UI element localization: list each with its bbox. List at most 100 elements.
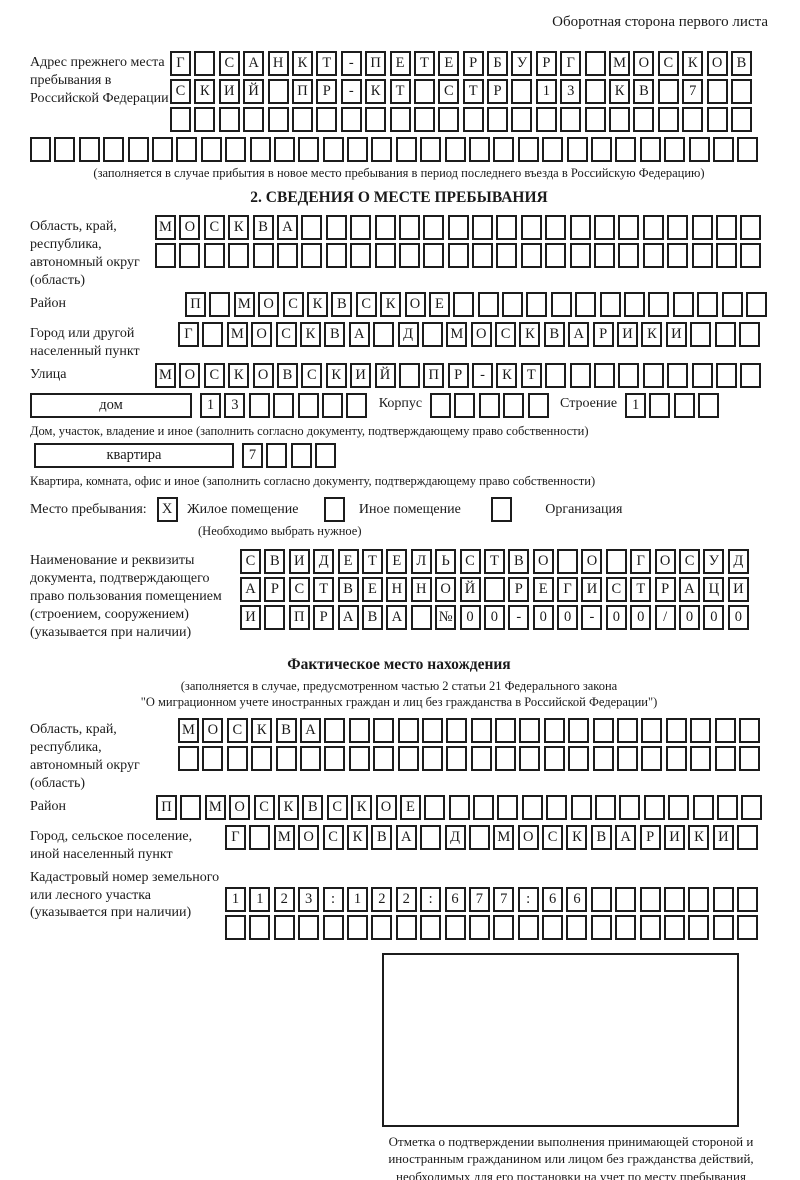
char-box[interactable] — [584, 79, 606, 104]
char-box[interactable]: Н — [267, 51, 289, 76]
char-box[interactable] — [527, 392, 549, 418]
char-box[interactable] — [275, 746, 297, 772]
char-box[interactable] — [691, 243, 713, 269]
char-box[interactable] — [251, 746, 273, 772]
char-box[interactable] — [618, 362, 640, 388]
char-box[interactable] — [421, 746, 443, 772]
char-box[interactable]: О — [517, 824, 539, 850]
char-box[interactable] — [497, 794, 519, 820]
char-box[interactable] — [273, 914, 295, 940]
char-box[interactable] — [298, 914, 320, 940]
char-box[interactable] — [641, 718, 663, 744]
char-box[interactable]: Е — [399, 794, 421, 820]
char-box[interactable] — [712, 914, 734, 940]
char-box[interactable]: Д — [397, 321, 419, 347]
char-box[interactable] — [535, 107, 557, 132]
char-box[interactable] — [420, 137, 442, 162]
char-box[interactable]: 1 — [249, 886, 271, 912]
char-box[interactable] — [569, 362, 591, 388]
char-box[interactable]: О — [179, 215, 201, 241]
char-box[interactable]: Т — [313, 577, 335, 603]
char-box[interactable] — [737, 824, 759, 850]
char-box[interactable]: И — [665, 321, 687, 347]
char-box[interactable] — [688, 137, 710, 162]
char-box[interactable] — [642, 215, 664, 241]
char-box[interactable] — [740, 362, 762, 388]
char-box[interactable]: И — [288, 549, 310, 575]
char-box[interactable] — [619, 794, 641, 820]
char-box[interactable]: И — [727, 577, 749, 603]
char-box[interactable]: М — [493, 824, 515, 850]
char-box[interactable]: К — [251, 718, 273, 744]
char-box[interactable] — [397, 746, 419, 772]
char-box[interactable]: Д — [313, 549, 335, 575]
char-box[interactable] — [373, 746, 395, 772]
house-type-box[interactable]: дом — [30, 392, 192, 418]
char-box[interactable]: П — [365, 51, 387, 76]
char-box[interactable] — [324, 718, 346, 744]
char-box[interactable]: О — [298, 824, 320, 850]
char-box[interactable] — [594, 215, 616, 241]
char-box[interactable]: 6 — [566, 886, 588, 912]
char-box[interactable] — [617, 746, 639, 772]
char-box[interactable] — [737, 137, 759, 162]
char-box[interactable]: С — [288, 577, 310, 603]
char-box[interactable]: И — [240, 605, 261, 631]
char-box[interactable] — [78, 137, 100, 162]
char-box[interactable]: М — [204, 794, 226, 820]
char-box[interactable]: 7 — [493, 886, 515, 912]
char-box[interactable]: М — [155, 215, 176, 241]
char-box[interactable] — [346, 914, 368, 940]
char-box[interactable]: К — [351, 794, 373, 820]
char-box[interactable] — [706, 107, 728, 132]
char-box[interactable] — [444, 137, 466, 162]
char-box[interactable]: И — [664, 824, 686, 850]
char-box[interactable] — [716, 794, 738, 820]
char-box[interactable] — [225, 914, 246, 940]
char-box[interactable] — [496, 243, 518, 269]
char-box[interactable] — [276, 243, 298, 269]
char-box[interactable]: В — [590, 824, 612, 850]
char-box[interactable] — [324, 746, 346, 772]
char-box[interactable] — [730, 107, 752, 132]
char-box[interactable]: С — [275, 321, 297, 347]
char-box[interactable] — [54, 137, 76, 162]
char-box[interactable] — [200, 137, 222, 162]
char-box[interactable] — [520, 243, 542, 269]
char-box[interactable]: 6 — [542, 886, 564, 912]
char-box[interactable] — [348, 718, 370, 744]
char-box[interactable] — [714, 321, 736, 347]
char-box[interactable] — [446, 746, 468, 772]
char-box[interactable] — [493, 914, 515, 940]
char-box[interactable]: Г — [170, 51, 191, 76]
char-box[interactable] — [267, 107, 289, 132]
char-box[interactable]: К — [682, 51, 704, 76]
char-box[interactable] — [714, 718, 736, 744]
char-box[interactable]: В — [275, 718, 297, 744]
char-box[interactable] — [472, 215, 494, 241]
char-box[interactable] — [413, 79, 435, 104]
char-box[interactable] — [194, 51, 216, 76]
char-box[interactable]: Н — [386, 577, 408, 603]
char-box[interactable] — [569, 243, 591, 269]
char-box[interactable]: 6 — [444, 886, 466, 912]
char-box[interactable] — [301, 243, 323, 269]
char-box[interactable] — [266, 442, 288, 468]
char-box[interactable] — [688, 914, 710, 940]
char-box[interactable]: А — [386, 605, 408, 631]
char-box[interactable] — [575, 291, 597, 317]
char-box[interactable] — [350, 243, 372, 269]
char-box[interactable] — [202, 321, 224, 347]
char-box[interactable] — [690, 746, 712, 772]
char-box[interactable] — [730, 79, 752, 104]
char-box[interactable]: Г — [225, 824, 246, 850]
char-box[interactable]: Р — [535, 51, 557, 76]
char-box[interactable] — [668, 794, 690, 820]
char-box[interactable] — [519, 746, 541, 772]
char-box[interactable]: К — [194, 79, 216, 104]
char-box[interactable] — [543, 718, 565, 744]
char-box[interactable]: 1 — [225, 886, 246, 912]
char-box[interactable]: В — [361, 605, 383, 631]
char-box[interactable] — [322, 914, 344, 940]
char-box[interactable]: У — [511, 51, 533, 76]
